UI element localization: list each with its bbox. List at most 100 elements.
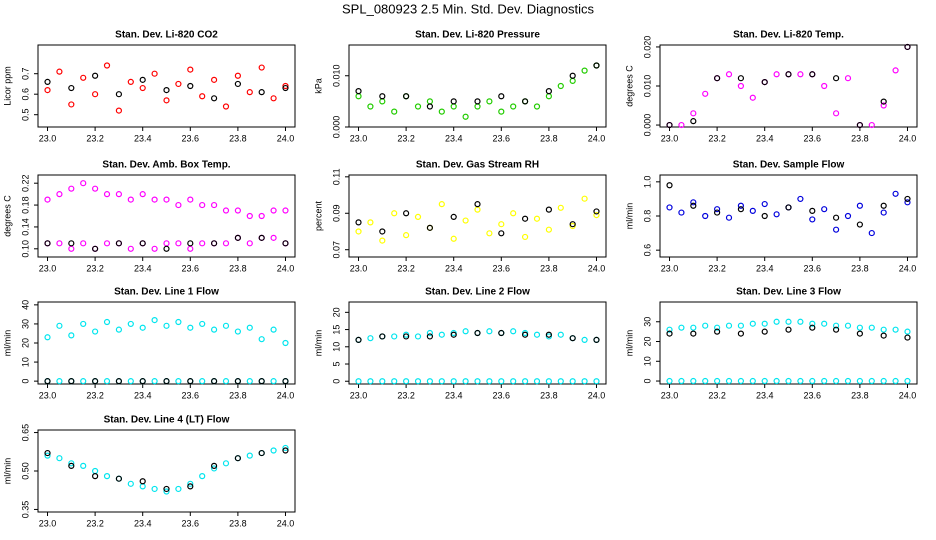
data-point bbox=[904, 334, 911, 341]
x-tick-label: 23.8 bbox=[540, 263, 558, 273]
data-point bbox=[880, 202, 887, 209]
data-point bbox=[92, 473, 99, 480]
data-point bbox=[868, 377, 875, 385]
x-tick-label: 23.2 bbox=[397, 133, 415, 143]
data-point bbox=[521, 233, 529, 241]
data-point bbox=[486, 378, 493, 385]
data-point bbox=[199, 93, 206, 100]
data-point bbox=[187, 196, 194, 203]
data-point bbox=[809, 320, 816, 327]
data-point bbox=[199, 201, 206, 209]
data-point bbox=[403, 378, 410, 385]
data-point bbox=[270, 234, 277, 241]
data-point bbox=[832, 226, 840, 233]
data-point bbox=[714, 377, 721, 385]
data-point bbox=[127, 480, 134, 487]
data-point bbox=[821, 82, 828, 90]
data-point bbox=[880, 102, 887, 109]
x-tick-label: 23.2 bbox=[86, 263, 104, 273]
y-tick-label: 0.22 bbox=[20, 174, 30, 192]
data-point bbox=[666, 377, 673, 385]
data-point bbox=[797, 318, 804, 325]
data-point bbox=[498, 329, 505, 337]
data-point bbox=[414, 103, 422, 110]
data-point bbox=[187, 245, 194, 252]
data-point bbox=[462, 328, 469, 335]
data-point bbox=[151, 317, 158, 324]
data-point bbox=[510, 328, 517, 335]
data-point bbox=[785, 326, 792, 333]
data-point bbox=[761, 200, 768, 208]
data-point bbox=[103, 240, 111, 247]
plot-frame bbox=[37, 301, 296, 385]
data-point bbox=[557, 378, 564, 385]
x-tick-label: 23.8 bbox=[229, 518, 247, 528]
x-tick-label: 23.4 bbox=[756, 263, 774, 273]
data-point bbox=[222, 103, 230, 110]
data-point bbox=[282, 444, 289, 452]
data-point bbox=[868, 324, 875, 331]
x-tick-label: 23.0 bbox=[39, 133, 57, 143]
data-point bbox=[163, 245, 170, 252]
x-tick-label: 23.6 bbox=[182, 518, 200, 528]
x-tick-label: 23.2 bbox=[397, 390, 415, 400]
data-point bbox=[761, 328, 768, 335]
data-point bbox=[569, 72, 576, 79]
y-tick-label: 0.10 bbox=[20, 240, 30, 258]
data-point bbox=[44, 240, 51, 247]
data-point bbox=[426, 329, 434, 337]
x-tick-label: 24.0 bbox=[277, 518, 295, 528]
x-tick-label: 23.0 bbox=[661, 263, 679, 273]
x-tick-label: 23.8 bbox=[540, 133, 558, 143]
x-tick-label: 23.8 bbox=[229, 390, 247, 400]
y-tick-label: 10 bbox=[331, 342, 341, 352]
x-tick-label: 23.6 bbox=[804, 263, 822, 273]
data-point bbox=[773, 318, 780, 325]
data-point bbox=[80, 180, 87, 187]
data-point bbox=[56, 455, 63, 462]
data-point bbox=[785, 204, 792, 211]
data-point bbox=[749, 377, 756, 385]
data-point bbox=[498, 221, 505, 228]
data-point bbox=[678, 209, 685, 216]
data-point bbox=[127, 320, 134, 328]
data-point bbox=[355, 336, 362, 343]
data-point bbox=[581, 336, 588, 343]
data-point bbox=[44, 86, 51, 94]
data-point bbox=[163, 86, 170, 94]
data-point bbox=[68, 332, 75, 339]
data-point bbox=[355, 88, 362, 95]
data-point bbox=[379, 333, 386, 340]
data-point bbox=[880, 377, 887, 385]
data-point bbox=[56, 378, 63, 385]
data-point bbox=[702, 90, 709, 97]
data-point bbox=[714, 75, 721, 82]
x-tick-label: 23.4 bbox=[134, 390, 152, 400]
panel-title: Stan. Dev. Line 3 Flow bbox=[736, 287, 841, 298]
data-point bbox=[809, 324, 816, 331]
data-point bbox=[749, 320, 756, 327]
data-point bbox=[426, 98, 434, 105]
data-point bbox=[557, 82, 564, 90]
data-point bbox=[175, 80, 182, 88]
data-point bbox=[785, 377, 792, 385]
data-point bbox=[856, 377, 863, 385]
data-point bbox=[773, 377, 780, 385]
data-point bbox=[593, 208, 600, 215]
data-point bbox=[92, 91, 99, 98]
data-point bbox=[44, 334, 51, 341]
data-point bbox=[749, 207, 756, 214]
data-point bbox=[68, 460, 75, 467]
x-tick-label: 24.0 bbox=[588, 390, 606, 400]
data-point bbox=[187, 66, 194, 73]
data-point bbox=[725, 71, 733, 78]
data-point bbox=[379, 93, 386, 100]
x-tick-label: 23.0 bbox=[661, 390, 679, 400]
x-tick-label: 23.0 bbox=[350, 263, 368, 273]
panel-title: Stan. Dev. Li-820 Pressure bbox=[415, 30, 540, 41]
data-point bbox=[462, 113, 469, 120]
y-tick-label: 0.35 bbox=[20, 501, 30, 519]
data-point bbox=[856, 221, 863, 228]
data-point bbox=[282, 82, 289, 90]
data-point bbox=[844, 212, 852, 220]
